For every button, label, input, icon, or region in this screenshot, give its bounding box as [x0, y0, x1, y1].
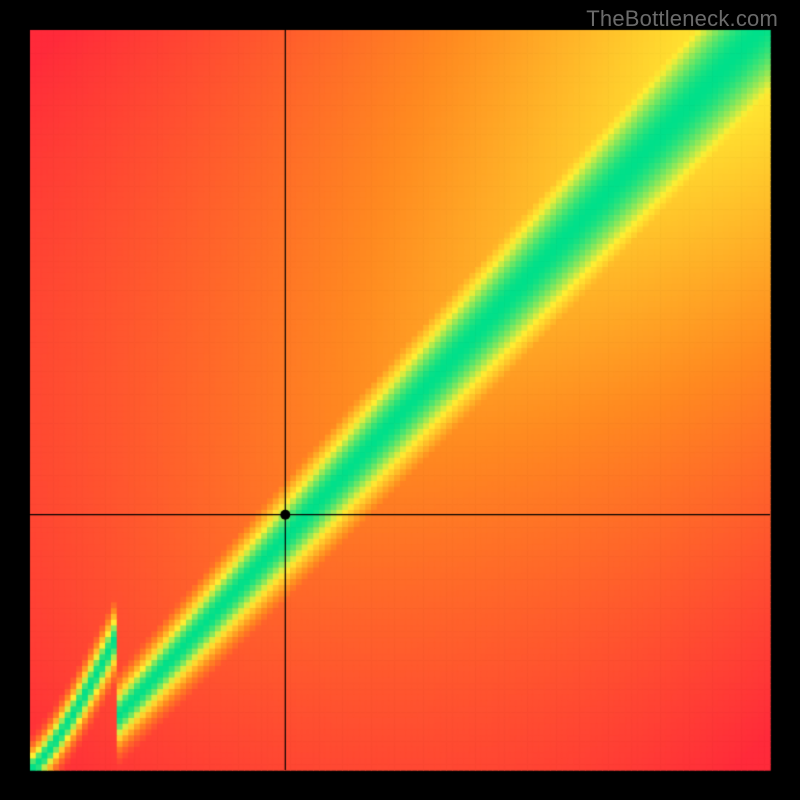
bottleneck-heatmap [0, 0, 800, 800]
watermark-text: TheBottleneck.com [586, 6, 778, 32]
